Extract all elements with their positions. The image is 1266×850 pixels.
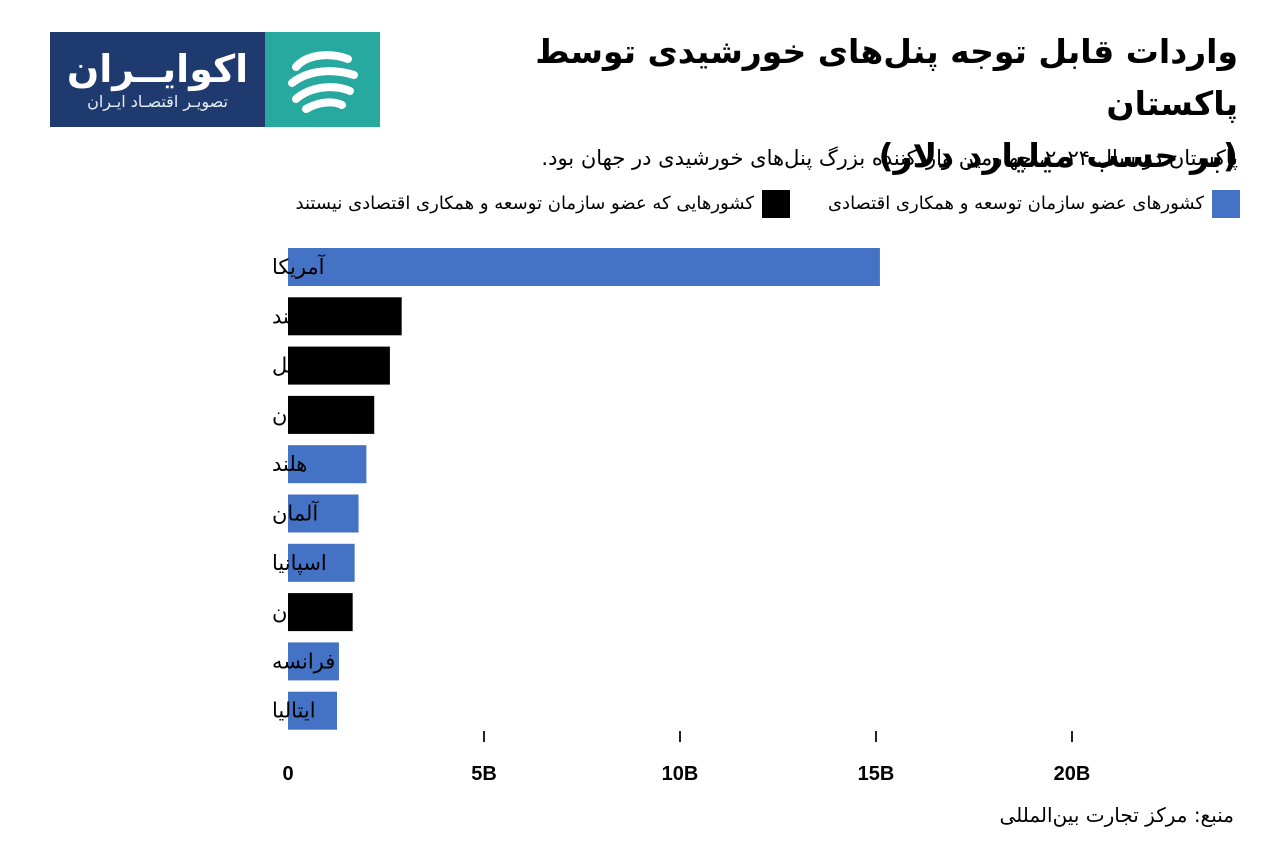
category-label: اسپانیا [272, 551, 327, 575]
source-note: منبع: مرکز تجارت بین‌المللی [999, 803, 1234, 827]
category-label: ایتالیا [272, 699, 316, 723]
x-tick-label: 20B [1054, 763, 1091, 785]
category-label: پاکستان [272, 403, 341, 427]
category-label: آلمان [272, 501, 319, 526]
logo-wordmark: اکوایــران تصویـر اقتصـاد ایـران [50, 32, 265, 127]
bar [288, 445, 367, 484]
chart-title-line1: واردات قابل توجه پنل‌های خورشیدی توسط پا… [535, 32, 1238, 123]
category-label: فرانسه [272, 649, 335, 673]
legend-item-non-oecd: کشورهایی که عضو سازمان توسعه و همکاری اق… [296, 190, 790, 218]
bar [288, 593, 353, 632]
bar [288, 691, 337, 730]
legend-swatch-non-oecd [761, 190, 790, 218]
legend-label-oecd: کشورهای عضو سازمان توسعه و همکاری اقتصاد… [827, 193, 1204, 214]
x-tick-label: 15B [858, 763, 895, 785]
category-label: هند [272, 304, 300, 328]
legend: کشورهای عضو سازمان توسعه و همکاری اقتصاد… [40, 190, 1240, 218]
bar [288, 543, 355, 582]
category-label: عربستان [272, 600, 349, 624]
bar [288, 297, 402, 336]
logo-tagline: تصویـر اقتصـاد ایـران [87, 91, 228, 111]
bar [288, 642, 339, 681]
bar [288, 248, 880, 286]
legend-item-oecd: کشورهای عضو سازمان توسعه و همکاری اقتصاد… [828, 190, 1240, 218]
category-label: برزیل [272, 354, 321, 378]
category-label: هلند [272, 452, 307, 476]
bar [288, 395, 375, 434]
logo-mark-icon [265, 32, 380, 127]
category-label: آمریکا [272, 254, 326, 279]
x-tick-label: 0 [282, 763, 293, 785]
logo: اکوایــران تصویـر اقتصـاد ایـران [50, 32, 380, 127]
legend-swatch-oecd [1212, 190, 1240, 218]
chart-title-line2: (بر حسب میلیارد دلار) [878, 136, 1238, 175]
chart-title: واردات قابل توجه پنل‌های خورشیدی توسط پا… [458, 26, 1238, 182]
bar [288, 346, 390, 385]
x-tick-label: 5B [471, 763, 497, 785]
legend-label-non-oecd: کشورهایی که عضو سازمان توسعه و همکاری اق… [295, 193, 754, 214]
x-tick-label: 10B [662, 763, 699, 785]
logo-brand: اکوایــران [66, 47, 249, 92]
bar [288, 494, 359, 533]
chart-subtitle: پاکستان در سال ۲۰۲۴، چهارمین واردکننده ب… [541, 146, 1238, 170]
